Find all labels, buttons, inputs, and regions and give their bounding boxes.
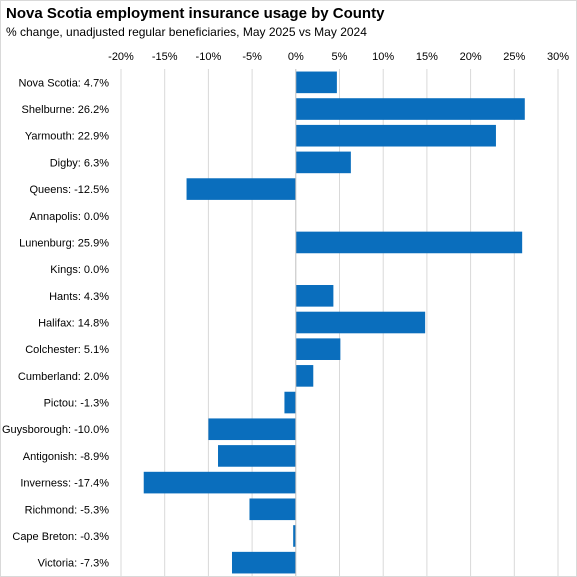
category-label: Cumberland: 2.0% (18, 371, 109, 383)
bar (249, 498, 296, 521)
x-tick-label: -10% (196, 51, 222, 63)
category-label: Antigonish: -8.9% (23, 451, 109, 463)
category-label: Nova Scotia: 4.7% (19, 77, 110, 89)
x-tick-label: -5% (242, 51, 262, 63)
chart-subtitle: % change, unadjusted regular beneficiari… (6, 25, 367, 39)
bar (295, 311, 426, 334)
chart-title: Nova Scotia employment insurance usage b… (6, 5, 385, 22)
category-label: Queens: -12.5% (30, 184, 110, 196)
x-tick-label: 30% (547, 51, 569, 63)
x-tick-label: -20% (108, 51, 134, 63)
x-tick-label: 25% (503, 51, 525, 63)
bar (295, 365, 314, 387)
bar (293, 525, 296, 547)
category-label: Halifax: 14.8% (38, 318, 109, 330)
category-label: Kings: 0.0% (50, 264, 109, 276)
x-tick-label: 5% (332, 51, 348, 63)
category-label: Shelburne: 26.2% (22, 104, 110, 116)
bar (295, 98, 525, 120)
category-label: Pictou: -1.3% (44, 398, 110, 410)
bar (295, 151, 351, 174)
bar (295, 231, 523, 254)
category-label: Lunenburg: 25.9% (19, 237, 109, 249)
bar (218, 445, 296, 467)
category-label: Annapolis: 0.0% (30, 211, 110, 223)
category-label: Cape Breton: -0.3% (12, 531, 109, 543)
category-label: Yarmouth: 22.9% (25, 131, 109, 143)
bar (208, 418, 296, 441)
bar (295, 285, 334, 307)
bar (186, 178, 296, 200)
category-label: Inverness: -17.4% (20, 478, 109, 490)
bar (231, 551, 296, 574)
category-label: Hants: 4.3% (49, 291, 109, 303)
category-label: Guysborough: -10.0% (2, 424, 109, 436)
x-tick-label: 10% (372, 51, 394, 63)
x-tick-label: 20% (460, 51, 482, 63)
bar (143, 471, 296, 494)
x-tick-label: 15% (416, 51, 438, 63)
bar (284, 391, 296, 414)
x-tick-label: 0% (288, 51, 304, 63)
category-label: Colchester: 5.1% (25, 344, 109, 356)
x-tick-label: -15% (152, 51, 178, 63)
bar (295, 124, 496, 147)
bar (295, 71, 337, 94)
category-label: Victoria: -7.3% (38, 558, 110, 570)
bar (295, 338, 341, 360)
category-label: Digby: 6.3% (50, 157, 110, 169)
category-label: Richmond: -5.3% (25, 504, 110, 516)
